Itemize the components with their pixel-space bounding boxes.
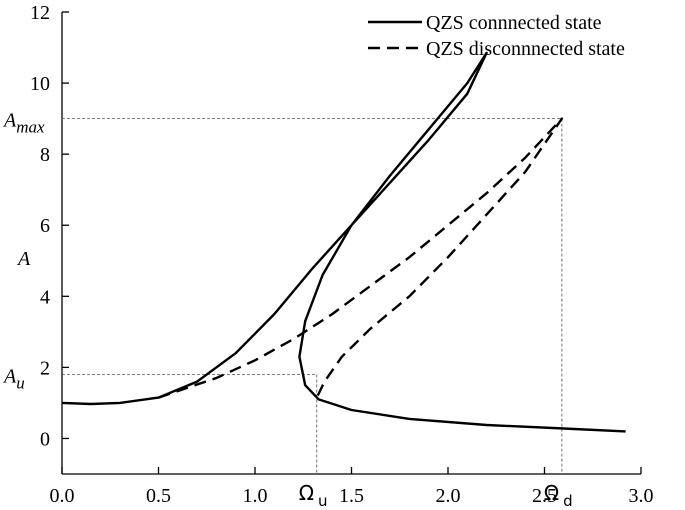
x-tick-label: 0.5: [146, 485, 171, 507]
label-sub: d: [563, 492, 573, 510]
series-line: [61, 51, 626, 433]
label-main: Ω: [544, 481, 559, 505]
reference-y-label: Au: [2, 365, 25, 392]
y-tick-label: 12: [30, 2, 50, 24]
legend-label: QZS disconnnected state: [426, 38, 625, 60]
series-line: [158, 117, 564, 399]
reference-y-label: Amax: [2, 110, 45, 137]
y-tick-label: 2: [40, 357, 50, 379]
legend-label: QZS connnected state: [426, 12, 602, 34]
x-tick-label: 2.5: [532, 485, 557, 507]
label-main: A: [2, 110, 17, 132]
y-tick-label: 6: [40, 215, 50, 237]
y-axis-label: A: [16, 248, 31, 270]
x-tick-label: 1.0: [243, 485, 268, 507]
y-tick-label: 10: [30, 73, 50, 95]
label-main: Ω: [299, 481, 314, 505]
label-main: A: [2, 365, 17, 387]
x-tick-label: 3.0: [629, 485, 654, 507]
label-sub: u: [16, 373, 25, 392]
x-tick-label: 0.0: [50, 485, 75, 507]
x-tick-label: 2.0: [436, 485, 461, 507]
label-sub: u: [318, 492, 328, 510]
y-tick-label: 0: [40, 428, 50, 450]
label-sub: max: [16, 118, 45, 137]
y-tick-label: 8: [40, 144, 50, 166]
y-tick-label: 4: [40, 286, 50, 308]
x-tick-label: 1.5: [339, 485, 364, 507]
